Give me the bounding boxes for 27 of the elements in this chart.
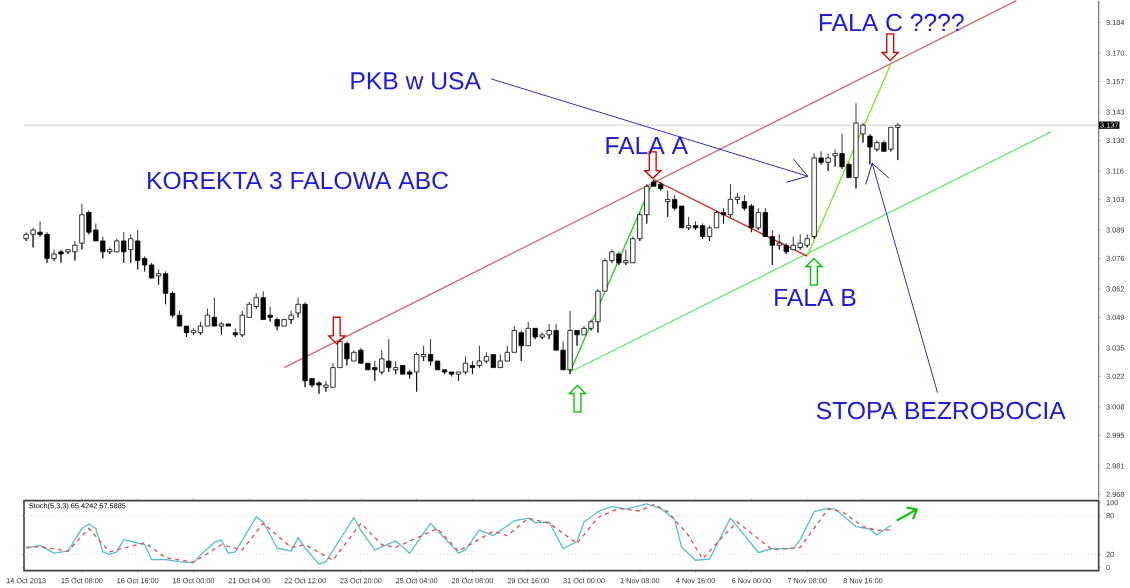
- candlestick: [190, 328, 197, 336]
- candlestick: [713, 210, 720, 229]
- annotation: FALA C ????: [819, 13, 964, 32]
- annotation: STOPA BEZROBOCIA: [816, 401, 1066, 420]
- candlestick: [455, 371, 462, 382]
- candlestick: [427, 338, 434, 366]
- candlestick: [706, 225, 713, 242]
- candlestick: [441, 369, 448, 375]
- candlestick: [734, 192, 741, 205]
- annotation: FALA B: [775, 289, 856, 307]
- annotation: KOREKTA 3 FALOWA ABC: [148, 171, 449, 190]
- candlestick: [462, 356, 469, 375]
- candlestick: [692, 221, 699, 231]
- candlestick: [469, 360, 476, 375]
- annotation: FALA A: [606, 137, 688, 155]
- candlestick: [448, 371, 455, 377]
- annotation: PKB w USA: [351, 72, 481, 90]
- candlestick: [699, 223, 706, 240]
- candlestick: [204, 308, 211, 327]
- candlestick: [176, 310, 183, 327]
- candlestick: [183, 325, 190, 338]
- candlestick: [162, 271, 169, 305]
- candlestick: [169, 290, 176, 318]
- candlestick: [434, 360, 441, 371]
- candlestick: [197, 321, 204, 336]
- candlestick: [727, 183, 734, 218]
- candlestick: [720, 207, 727, 224]
